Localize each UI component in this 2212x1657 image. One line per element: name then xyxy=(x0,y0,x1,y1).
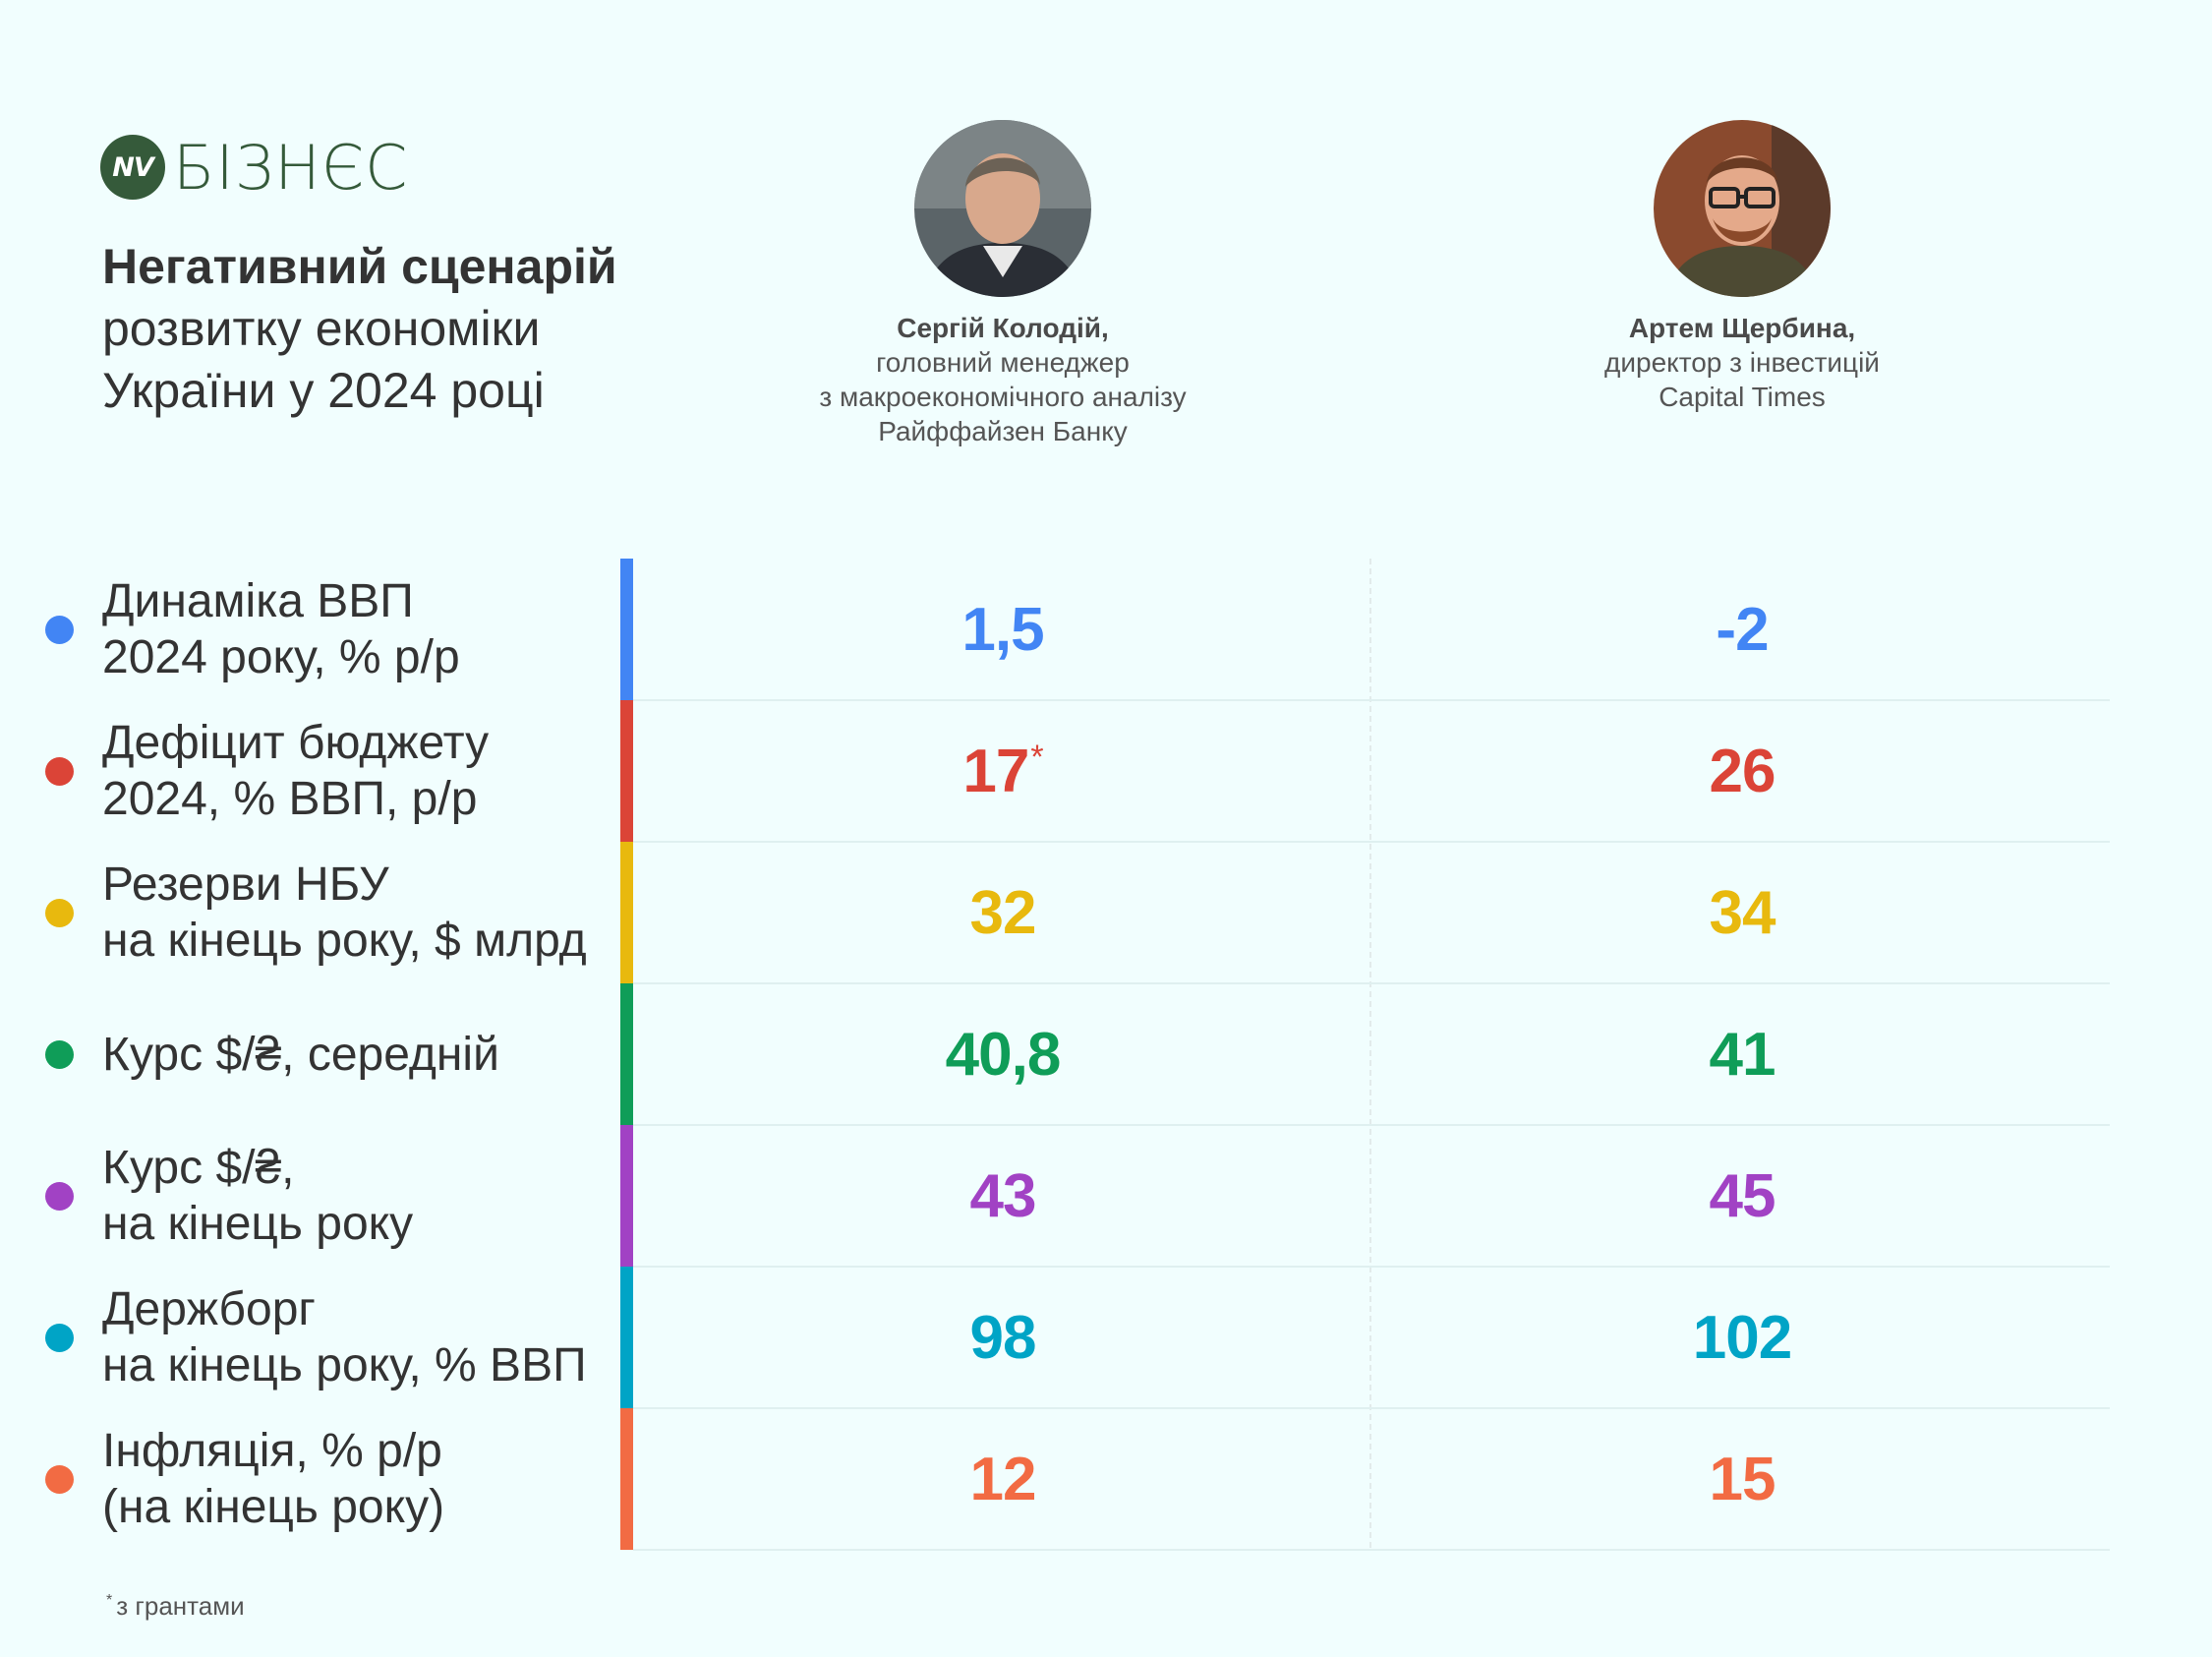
row-label-line: на кінець року, $ млрд xyxy=(102,915,587,967)
value-cell: 102 xyxy=(1496,1267,1988,1408)
row-label-line: Інфляція, % р/р xyxy=(102,1425,442,1477)
row-label-line: Динаміка ВВП xyxy=(102,575,414,627)
row-color-bar xyxy=(620,842,633,983)
row-label-line: Держборг xyxy=(102,1283,316,1335)
expert-role-line: головний менеджер xyxy=(876,347,1130,378)
row-divider xyxy=(633,699,2110,701)
row-label-line: Курс $/₴, середній xyxy=(102,1028,499,1081)
expert-role-line: Capital Times xyxy=(1659,382,1826,412)
expert-name: Артем Щербина, xyxy=(1628,313,1856,343)
value-number: 102 xyxy=(1692,1303,1792,1372)
row-color-dot xyxy=(45,1040,74,1069)
row-label: Курс $/₴, середній xyxy=(102,997,613,1111)
value-cell: 17 * xyxy=(757,700,1249,842)
value-footnote-mark: * xyxy=(1030,738,1043,776)
page-title: Негативний сценарій розвитку економіки У… xyxy=(102,236,653,422)
value-number: -2 xyxy=(1716,595,1769,664)
avatar xyxy=(914,120,1091,297)
footnote-text: з грантами xyxy=(116,1591,245,1621)
expert-name: Сергій Колодій, xyxy=(897,313,1109,343)
row-color-bar xyxy=(620,1408,633,1550)
row-label-line: 2024, % ВВП, р/р xyxy=(102,773,478,825)
row-color-bar xyxy=(620,1125,633,1267)
expert-shcherbyna: Артем Щербина, директор з інвестицій Cap… xyxy=(1467,120,2017,414)
row-divider xyxy=(633,982,2110,984)
row-divider xyxy=(633,1124,2110,1126)
row-label: Динаміка ВВП 2024 року, % р/р xyxy=(102,572,613,686)
row-color-dot xyxy=(45,899,74,927)
value-cell: 43 xyxy=(757,1125,1249,1267)
value-cell: 98 xyxy=(757,1267,1249,1408)
table-row: Дефіцит бюджету 2024, % ВВП, р/р 17 * 26 xyxy=(0,700,2212,843)
row-label-line: на кінець року, % ВВП xyxy=(102,1339,587,1391)
value-number: 43 xyxy=(969,1161,1037,1230)
avatar xyxy=(1654,120,1831,297)
column-separator xyxy=(1369,559,1371,1548)
title-line-1: Негативний сценарій xyxy=(102,239,617,294)
row-label: Держборг на кінець року, % ВВП xyxy=(102,1280,613,1394)
row-divider xyxy=(633,1266,2110,1268)
value-number: 40,8 xyxy=(945,1020,1062,1089)
row-color-bar xyxy=(620,983,633,1125)
row-divider xyxy=(633,1549,2110,1551)
table-row: Курс $/₴, на кінець року 43 45 xyxy=(0,1125,2212,1268)
table-row: Інфляція, % р/р (на кінець року) 12 15 xyxy=(0,1408,2212,1551)
row-label-line: Курс $/₴, xyxy=(102,1142,295,1194)
value-number: 17 xyxy=(962,737,1029,805)
value-number: 32 xyxy=(969,878,1037,947)
row-label-line: 2024 року, % р/р xyxy=(102,631,460,683)
row-color-bar xyxy=(620,700,633,842)
value-number: 26 xyxy=(1709,737,1776,805)
expert-role-line: директор з інвестицій xyxy=(1604,347,1880,378)
value-cell: 40,8 xyxy=(757,983,1249,1125)
value-number: 45 xyxy=(1709,1161,1776,1230)
row-label-line: Дефіцит бюджету xyxy=(102,717,490,769)
logo: NV БІЗНЄС xyxy=(100,131,409,204)
row-color-dot xyxy=(45,757,74,786)
row-divider xyxy=(633,841,2110,843)
value-cell: 41 xyxy=(1496,983,1988,1125)
title-line-2: розвитку економіки xyxy=(102,301,541,356)
title-line-3: України у 2024 році xyxy=(102,363,545,418)
row-label-line: (на кінець року) xyxy=(102,1481,445,1533)
value-number: 41 xyxy=(1709,1020,1776,1089)
value-cell: 26 xyxy=(1496,700,1988,842)
value-cell: 15 xyxy=(1496,1408,1988,1550)
value-number: 34 xyxy=(1709,878,1776,947)
row-label: Курс $/₴, на кінець року xyxy=(102,1139,613,1253)
row-divider xyxy=(633,1407,2110,1409)
logo-word: БІЗНЄС xyxy=(173,131,409,204)
row-label: Резерви НБУ на кінець року, $ млрд xyxy=(102,856,613,970)
row-color-dot xyxy=(45,1324,74,1352)
row-label-line: на кінець року xyxy=(102,1198,414,1250)
expert-role-line: Райффайзен Банку xyxy=(878,416,1128,446)
value-number: 98 xyxy=(969,1303,1037,1372)
value-number: 15 xyxy=(1709,1445,1776,1513)
value-cell: 45 xyxy=(1496,1125,1988,1267)
value-cell: -2 xyxy=(1496,559,1988,700)
logo-badge: NV xyxy=(100,135,165,200)
row-label-line: Резерви НБУ xyxy=(102,858,389,911)
value-number: 12 xyxy=(969,1445,1037,1513)
value-number: 1,5 xyxy=(961,595,1044,664)
expert-role-line: з макроекономічного аналізу xyxy=(819,382,1187,412)
row-label: Дефіцит бюджету 2024, % ВВП, р/р xyxy=(102,714,613,828)
footnote: * з грантами xyxy=(106,1591,245,1622)
expert-kolodii: Сергій Колодій, головний менеджер з макр… xyxy=(728,120,1278,448)
value-cell: 1,5 xyxy=(757,559,1249,700)
table-row: Держборг на кінець року, % ВВП 98 102 xyxy=(0,1267,2212,1409)
row-color-dot xyxy=(45,1182,74,1211)
table-row: Курс $/₴, середній 40,8 41 xyxy=(0,983,2212,1126)
value-cell: 12 xyxy=(757,1408,1249,1550)
row-color-bar xyxy=(620,559,633,700)
row-color-bar xyxy=(620,1267,633,1408)
table-row: Резерви НБУ на кінець року, $ млрд 32 34 xyxy=(0,842,2212,984)
row-color-dot xyxy=(45,1465,74,1494)
row-color-dot xyxy=(45,616,74,644)
value-cell: 34 xyxy=(1496,842,1988,983)
row-label: Інфляція, % р/р (на кінець року) xyxy=(102,1422,613,1536)
value-cell: 32 xyxy=(757,842,1249,983)
footnote-mark: * xyxy=(106,1592,113,1610)
table-row: Динаміка ВВП 2024 року, % р/р 1,5 -2 xyxy=(0,559,2212,701)
